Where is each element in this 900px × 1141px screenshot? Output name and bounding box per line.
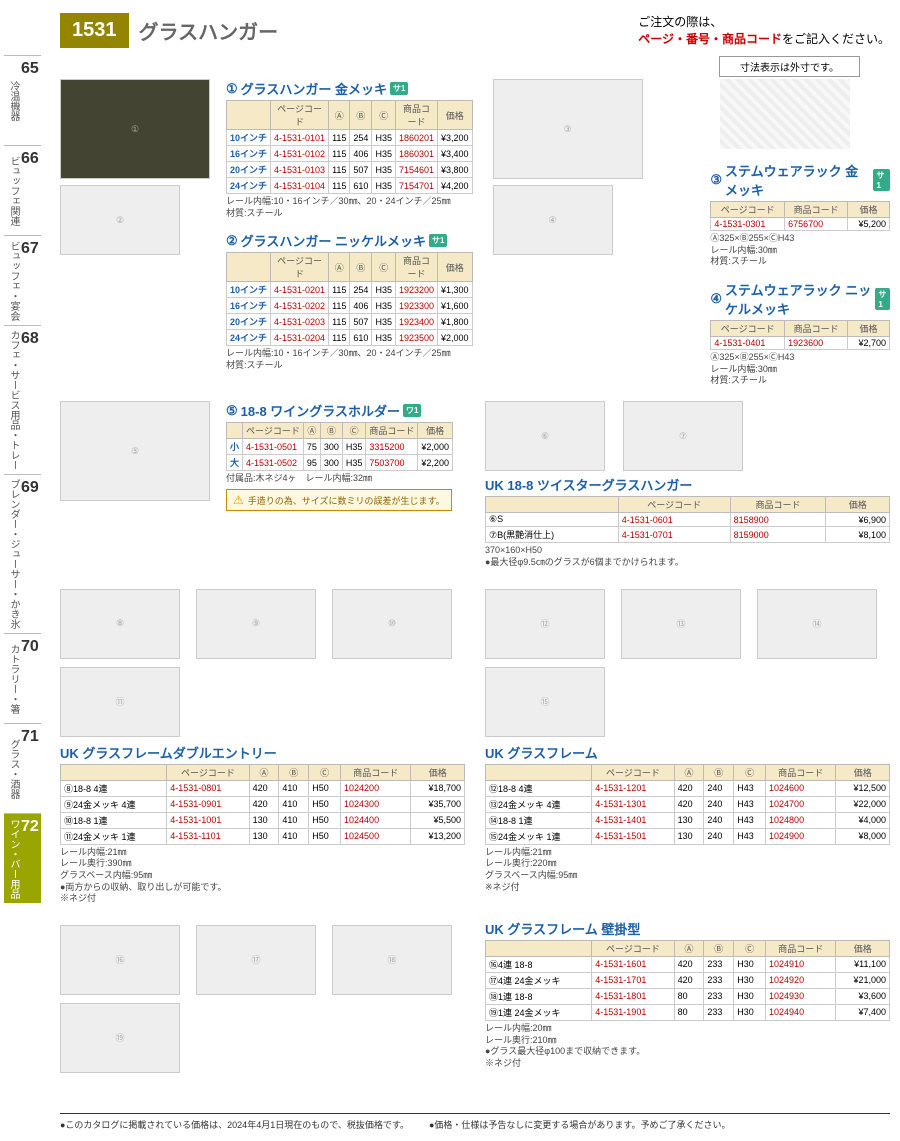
sidebar-tab-68[interactable]: 68カフェ・サービス用品・トレー — [4, 325, 41, 474]
footer-right: ●価格・仕様は予告なしに変更する場合があります。予めご了承ください。 — [429, 1118, 731, 1131]
dimension-note: 寸法表示は外寸です。 — [719, 56, 860, 77]
product-note-1: レール内幅:10・16インチ／30㎜、20・24インチ／25㎜ 材質:スチール — [226, 196, 473, 219]
product-image-14: ⑭ — [757, 589, 877, 659]
product-image-5: ⑤ — [60, 401, 210, 501]
product-note-2: レール内幅:10・16インチ／30㎜、20・24インチ／25㎜ 材質:スチール — [226, 348, 473, 371]
product-note-3: Ⓐ325×Ⓑ255×ⒸH43 レール内幅:30㎜ 材質:スチール — [710, 233, 890, 268]
page-number: 1531 — [60, 13, 129, 48]
product-image-13: ⑬ — [621, 589, 741, 659]
product-title-3: ③ステムウェアラック 金メッキサ1 — [710, 161, 890, 199]
order-note-l2: ページ・番号・商品コード — [638, 32, 782, 46]
product-title-5: ⑤18-8 ワイングラスホルダーワ1 — [226, 401, 453, 420]
product-image-3: ③ — [493, 79, 643, 179]
order-note-l3: をご記入ください。 — [782, 32, 890, 46]
sidebar-tab-69[interactable]: 69ブレンダー・ジューサー・かき氷 — [4, 474, 41, 633]
footer-left: ●このカタログに掲載されている価格は、2024年4月1日現在のもので、税抜価格で… — [60, 1118, 409, 1131]
sidebar-tab-72[interactable]: 72ワイン・バー用品 — [4, 813, 41, 903]
page-footer: ●このカタログに掲載されている価格は、2024年4月1日現在のもので、税抜価格で… — [60, 1113, 890, 1131]
product-image-4: ④ — [493, 185, 613, 255]
product-note-8: レール内幅:21㎜ レール奥行:220㎜ グラスベース内幅:95㎜ ※ネジ付 — [485, 847, 890, 894]
product-image-15: ⑮ — [485, 667, 605, 737]
product-num-1: ① — [226, 81, 238, 97]
sidebar-tab-66[interactable]: 66ビュッフェ関連 — [4, 145, 41, 235]
product-num-2: ② — [226, 233, 238, 249]
product-title-8: UK グラスフレーム — [485, 743, 890, 762]
product-image-6: ⑥ — [485, 401, 605, 471]
product-note-4: Ⓐ325×Ⓑ255×ⒸH43 レール内幅:30㎜ 材質:スチール — [710, 352, 890, 387]
order-note: ご注文の際は、 ページ・番号・商品コードをご記入ください。 — [638, 13, 890, 47]
product-name-5: 18-8 ワイングラスホルダー — [241, 401, 400, 420]
product-note-9: レール内幅:20㎜ レール奥行:210㎜ ●グラス最大径φ100まで収納できます… — [485, 1023, 890, 1070]
product-name-4: ステムウェアラック ニッケルメッキ — [725, 280, 872, 318]
product-note-5: 付属品:木ネジ4ヶ レール内幅:32㎜ — [226, 473, 453, 485]
product-name-2: グラスハンガー ニッケルメッキ — [241, 231, 426, 250]
product-image-8: ⑧ — [60, 589, 180, 659]
product-image-12: ⑫ — [485, 589, 605, 659]
product-tag-1: サ1 — [390, 82, 408, 95]
category-sidebar: 65冷温機器66ビュッフェ関連67ビュッフェ・宴会68カフェ・サービス用品・トレ… — [4, 55, 52, 903]
product-name-3: ステムウェアラック 金メッキ — [725, 161, 871, 199]
product-title-2: ②グラスハンガー ニッケルメッキサ1 — [226, 231, 473, 250]
product-title-7: UK グラスフレームダブルエントリー — [60, 743, 465, 762]
warning-note-5: 手造りの為、サイズに数ミリの誤差が生じます。 — [226, 489, 452, 511]
product-image-16: ⑯ — [60, 925, 180, 995]
spec-table-2: ページコードⒶⒷⒸ商品コード価格10インチ4-1531-0201115254H3… — [226, 252, 473, 346]
product-name-7: UK グラスフレームダブルエントリー — [60, 743, 277, 762]
product-image-10: ⑩ — [332, 589, 452, 659]
product-tag-2: サ1 — [429, 234, 447, 247]
product-note-7: レール内幅:21㎜ レール奥行:390㎜ グラスベース内幅:95㎜ ●両方からの… — [60, 847, 465, 905]
page-title: グラスハンガー — [139, 16, 279, 45]
spec-table-3: ページコード商品コード価格4-1531-03016756700¥5,200 — [710, 201, 890, 231]
spec-table-8: ページコードⒶⒷⒸ商品コード価格⑫18-8 4連4-1531-120142024… — [485, 764, 890, 845]
sidebar-tab-65[interactable]: 65冷温機器 — [4, 55, 41, 145]
order-note-l1: ご注文の際は、 — [638, 15, 722, 29]
product-title-9: UK グラスフレーム 壁掛型 — [485, 919, 890, 938]
spec-table-1: ページコードⒶⒷⒸ商品コード価格10インチ4-1531-0101115254H3… — [226, 100, 473, 194]
spec-table-6: ページコード商品コード価格⑥S4-1531-06018158900¥6,900⑦… — [485, 496, 890, 543]
product-image-18: ⑱ — [332, 925, 452, 995]
product-image-1: ① — [60, 79, 210, 179]
product-name-8: UK グラスフレーム — [485, 743, 598, 762]
product-tag-4: サ1 — [875, 288, 890, 310]
product-image-19: ⑲ — [60, 1003, 180, 1073]
product-image-7: ⑦ — [623, 401, 743, 471]
product-title-4: ④ステムウェアラック ニッケルメッキサ1 — [710, 280, 890, 318]
page-header: 1531 グラスハンガー ご注文の際は、 ページ・番号・商品コードをご記入くださ… — [60, 10, 890, 50]
spec-table-5: ページコードⒶⒷⒸ商品コード価格小4-1531-050175300H353315… — [226, 422, 453, 471]
spec-table-7: ページコードⒶⒷⒸ商品コード価格⑧18-8 4連4-1531-080142041… — [60, 764, 465, 845]
sidebar-tab-67[interactable]: 67ビュッフェ・宴会 — [4, 235, 41, 325]
product-image-11: ⑪ — [60, 667, 180, 737]
product-note-6: 370×160×H50 ●最大径φ9.5㎝のグラスが6個までかけられます。 — [485, 545, 890, 568]
product-num-4: ④ — [710, 291, 722, 307]
product-num-3: ③ — [710, 172, 722, 188]
sidebar-tab-70[interactable]: 70カトラリー・箸 — [4, 633, 41, 723]
sidebar-tab-71[interactable]: 71グラス・酒器 — [4, 723, 41, 813]
product-num-5: ⑤ — [226, 403, 238, 419]
product-image-17: ⑰ — [196, 925, 316, 995]
product-tag-3: サ1 — [873, 169, 890, 191]
product-image-2: ② — [60, 185, 180, 255]
product-name-9: UK グラスフレーム 壁掛型 — [485, 919, 640, 938]
product-title-6: UK 18-8 ツイスターグラスハンガー — [485, 475, 890, 494]
product-name-1: グラスハンガー 金メッキ — [241, 79, 387, 98]
product-tag-5: ワ1 — [403, 404, 421, 417]
spec-table-4: ページコード商品コード価格4-1531-04011923600¥2,700 — [710, 320, 890, 350]
product-image-9: ⑨ — [196, 589, 316, 659]
dimension-diagram — [720, 79, 850, 149]
product-title-1: ①グラスハンガー 金メッキサ1 — [226, 79, 473, 98]
spec-table-9: ページコードⒶⒷⒸ商品コード価格⑯4連 18-84-1531-160142023… — [485, 940, 890, 1021]
product-name-6: UK 18-8 ツイスターグラスハンガー — [485, 475, 692, 494]
